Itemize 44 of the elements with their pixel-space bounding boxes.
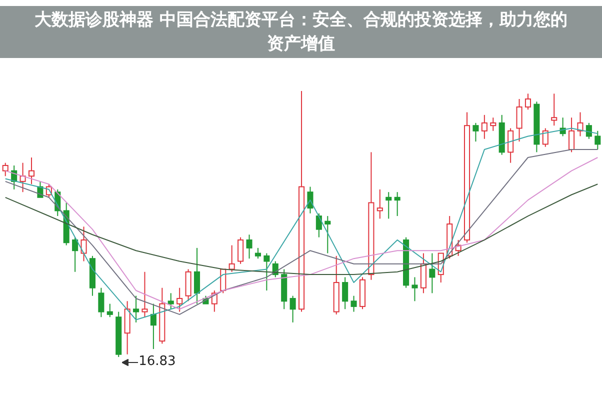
candlestick bbox=[98, 287, 104, 318]
candlestick bbox=[72, 236, 78, 272]
candlestick bbox=[508, 128, 514, 164]
chart-title: 大数据诊股神器 中国合法配资平台：安全、合规的投资选择，助力您的资产增值 bbox=[0, 6, 602, 58]
candlestick bbox=[577, 112, 584, 137]
candlestick bbox=[106, 303, 113, 318]
candlestick bbox=[176, 287, 183, 312]
candlestick bbox=[264, 252, 270, 291]
candlestick bbox=[290, 295, 296, 323]
candlestick bbox=[568, 117, 575, 153]
candlestick bbox=[316, 212, 322, 238]
candlestick bbox=[420, 252, 426, 294]
candlestick bbox=[481, 114, 488, 140]
candlestick bbox=[124, 300, 130, 355]
candlestick bbox=[376, 188, 383, 220]
candlestick bbox=[168, 292, 174, 310]
candlestick bbox=[386, 192, 392, 220]
candlestick bbox=[594, 130, 601, 150]
candlestick bbox=[412, 276, 418, 302]
candlestick bbox=[185, 268, 192, 302]
candlestick bbox=[80, 226, 87, 262]
candlestick bbox=[150, 303, 156, 350]
candlestick bbox=[254, 247, 261, 260]
candlestick bbox=[394, 192, 400, 217]
candlestick bbox=[490, 117, 496, 132]
candlestick bbox=[238, 236, 244, 264]
candlestick bbox=[586, 122, 592, 140]
candlestick bbox=[246, 234, 252, 260]
candlestick bbox=[551, 93, 558, 126]
candlestick bbox=[194, 247, 200, 304]
candlestick bbox=[28, 157, 35, 185]
candlestick bbox=[429, 252, 436, 294]
annotation: 16.83 bbox=[138, 354, 176, 369]
candlestick bbox=[472, 122, 479, 142]
candlestick bbox=[324, 216, 331, 254]
candlestick bbox=[542, 128, 548, 148]
candlestick bbox=[228, 244, 235, 272]
candlestick bbox=[524, 93, 531, 110]
candlestick bbox=[142, 271, 148, 318]
candlestick bbox=[20, 162, 26, 193]
candlestick bbox=[516, 98, 522, 142]
candlestick bbox=[350, 295, 357, 312]
candlestick bbox=[133, 295, 140, 323]
candlestick bbox=[342, 276, 348, 310]
